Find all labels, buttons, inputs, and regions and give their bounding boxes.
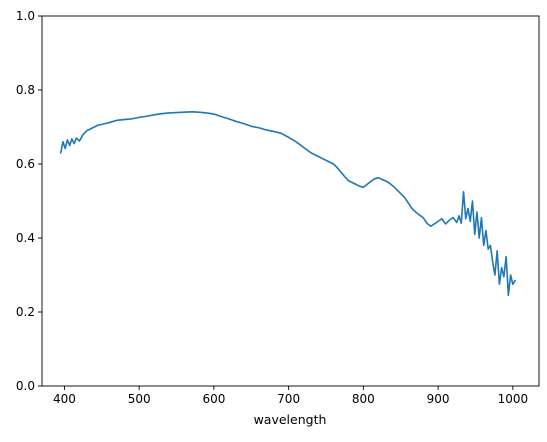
x-tick-label: 500 bbox=[128, 392, 151, 406]
y-tick-label: 0.6 bbox=[16, 157, 35, 171]
series-line-0 bbox=[59, 111, 516, 297]
y-tick-label: 0.2 bbox=[16, 305, 35, 319]
axes: 400 500 600 700 800 900 1000 0.0 0.2 0.4 0.6 0.8 1.0 bbox=[16, 9, 540, 406]
x-axis-label: wavelength bbox=[254, 412, 327, 427]
x-tick-label: 600 bbox=[202, 392, 225, 406]
plot-area bbox=[59, 111, 516, 297]
y-tick-label: 0.8 bbox=[16, 83, 35, 97]
x-tick-label: 800 bbox=[352, 392, 375, 406]
y-tick-label: 1.0 bbox=[16, 9, 35, 23]
x-tick-label: 700 bbox=[277, 392, 300, 406]
plot-frame bbox=[41, 15, 540, 387]
y-tick-label: 0.0 bbox=[16, 379, 35, 393]
x-tick-label: 900 bbox=[427, 392, 450, 406]
y-tick-label: 0.4 bbox=[16, 231, 35, 245]
x-tick-label: 400 bbox=[53, 392, 76, 406]
x-tick-label: 1000 bbox=[498, 392, 529, 406]
